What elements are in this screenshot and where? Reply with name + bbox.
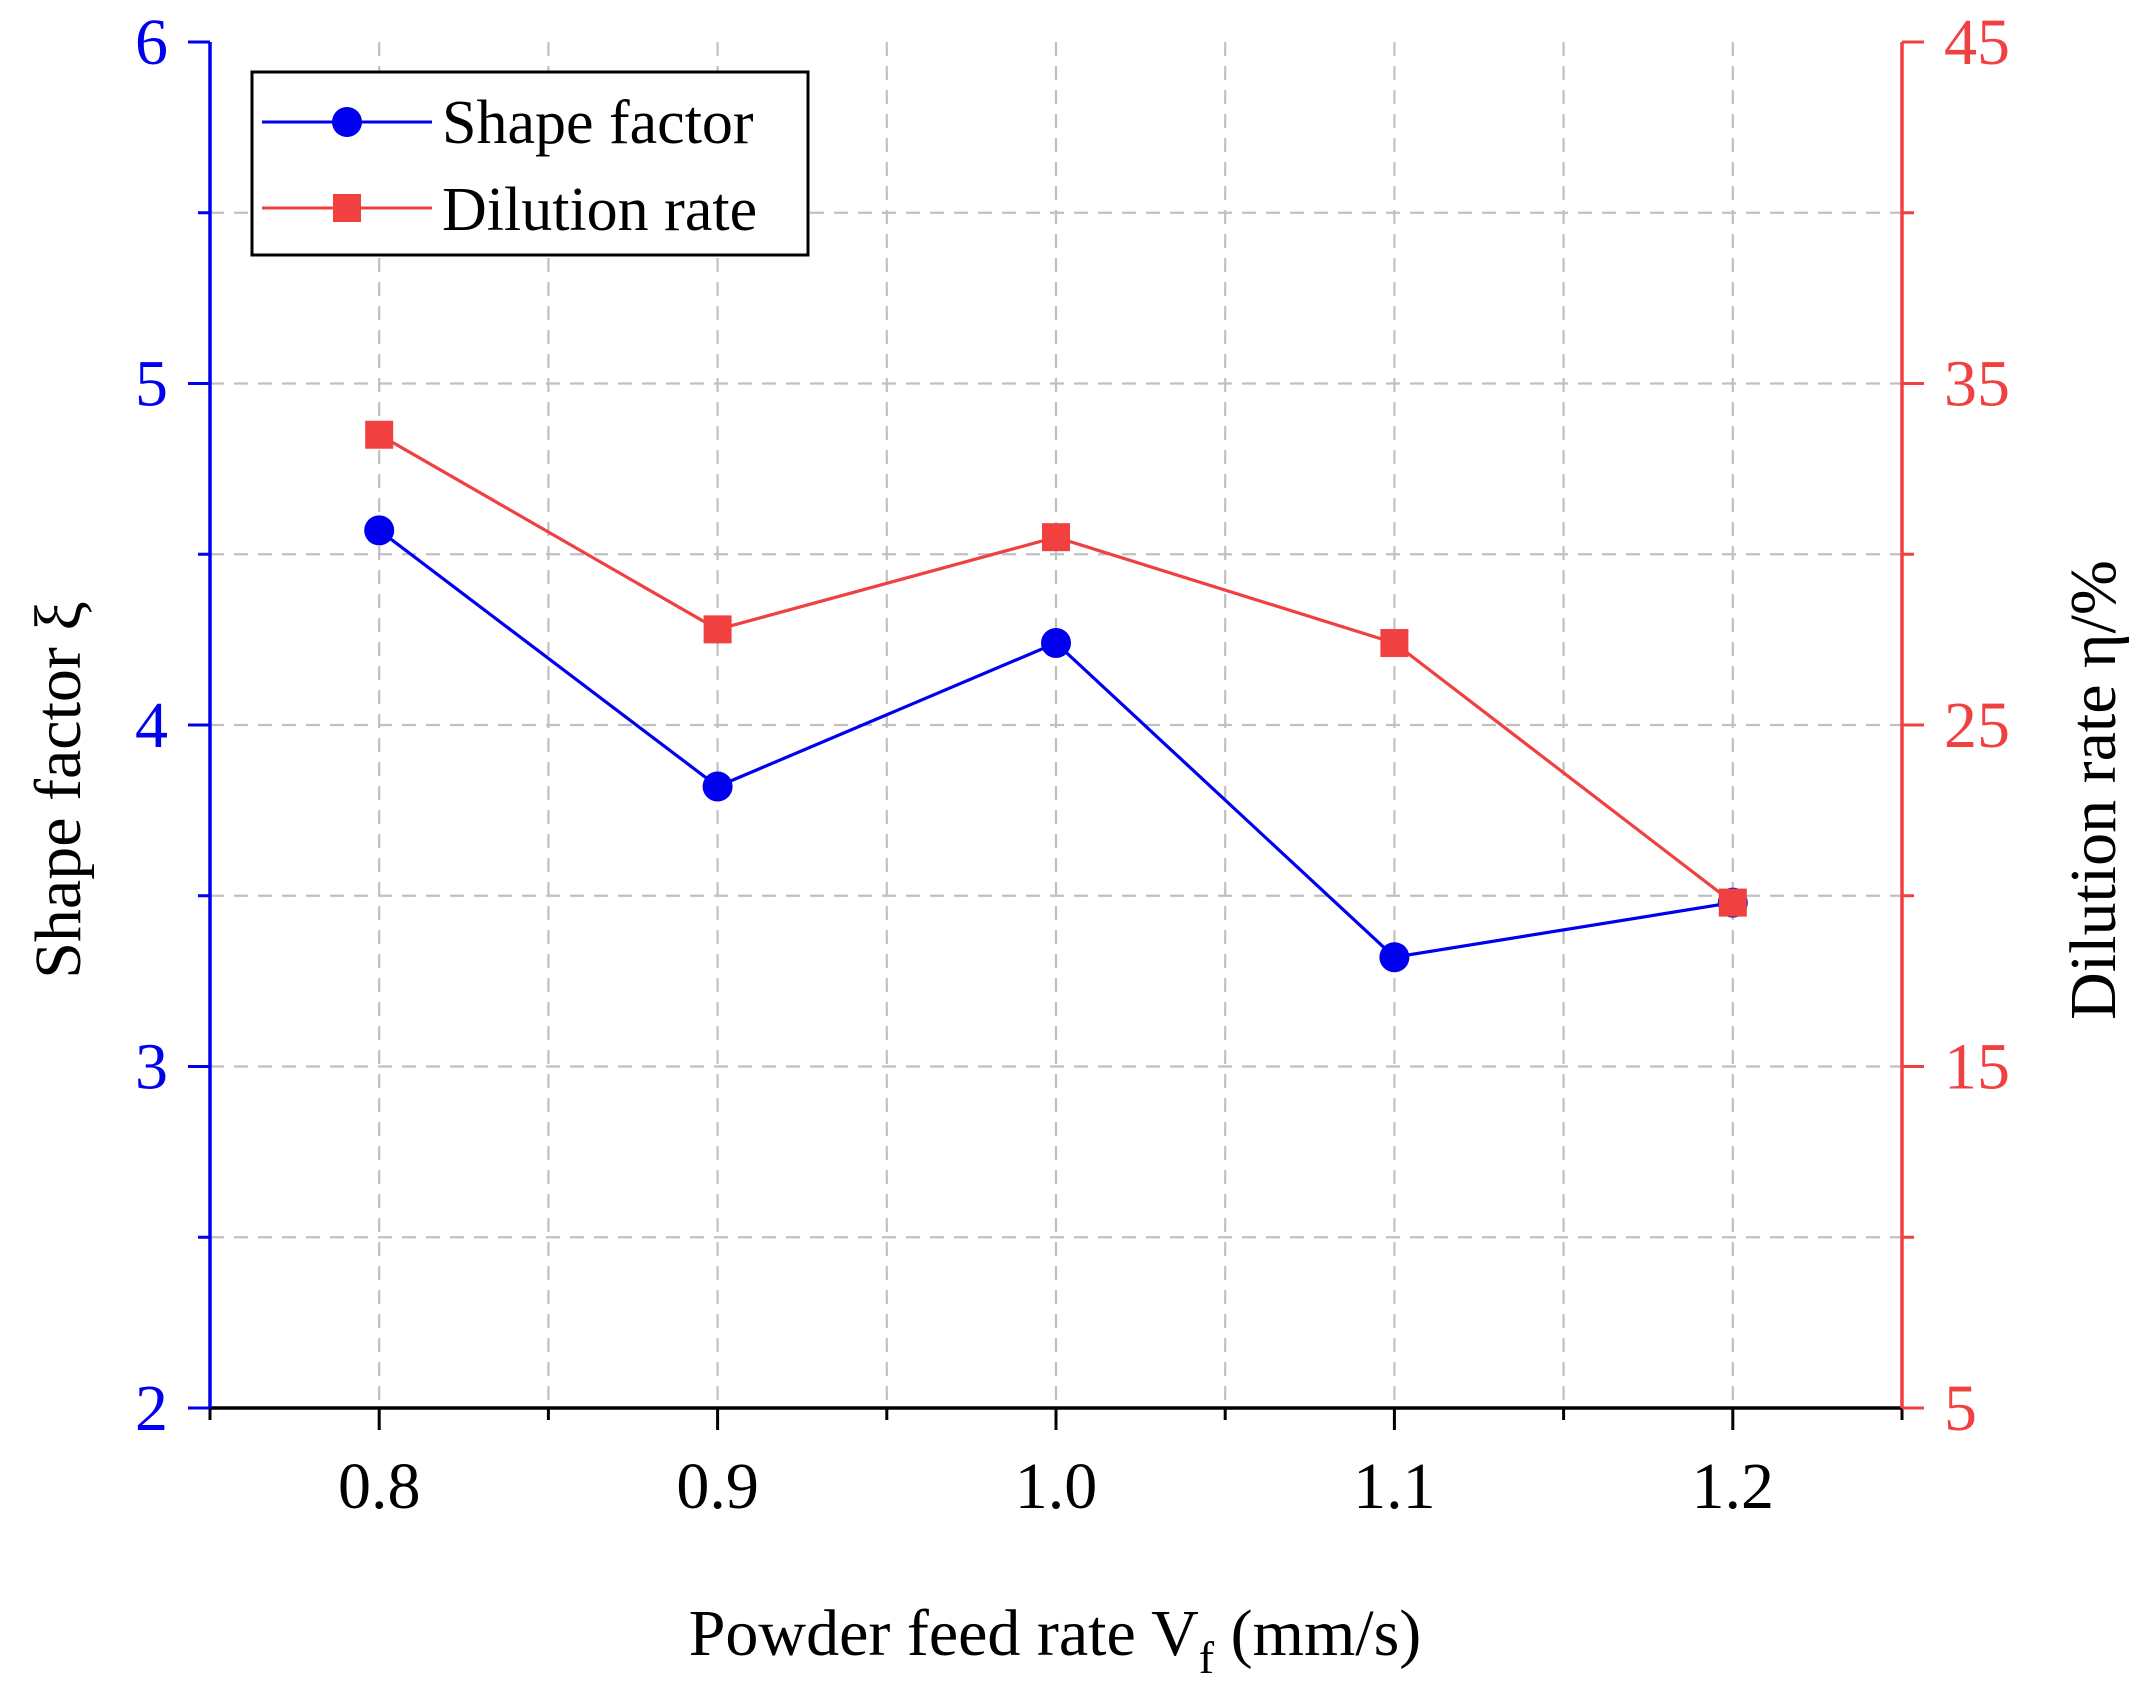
data-point-dilution-rate bbox=[1718, 888, 1747, 917]
legend: Shape factor Dilution rate bbox=[250, 70, 810, 257]
legend-label-dilution-rate: Dilution rate bbox=[442, 176, 757, 244]
y-left-tick-label: 6 bbox=[135, 6, 168, 79]
data-point-dilution-rate bbox=[1380, 629, 1409, 658]
data-point-shape-factor bbox=[1041, 628, 1071, 659]
y-right-tick-label: 15 bbox=[1944, 1031, 2010, 1104]
y-left-tick-label: 4 bbox=[135, 689, 168, 762]
y-left-tick-label: 5 bbox=[135, 348, 168, 421]
x-tick-label: 1.1 bbox=[1353, 1450, 1436, 1523]
x-axis-title: Powder feed rate Vf (mm/s) bbox=[689, 1597, 1422, 1683]
legend-box bbox=[250, 70, 810, 257]
legend-label-shape-factor: Shape factor bbox=[442, 89, 754, 157]
data-point-shape-factor bbox=[1379, 942, 1410, 973]
legend-marker-dilution-rate bbox=[333, 194, 361, 222]
y-right-tick-label: 45 bbox=[1944, 6, 2010, 79]
y-right-axis-title: Dilution rate η/% bbox=[2057, 560, 2130, 1020]
x-axis-title-subscript: f bbox=[1199, 1632, 1215, 1683]
y-left-axis-title: Shape factor ξ bbox=[22, 601, 95, 979]
x-axis-title-unit: (mm/s) bbox=[1214, 1597, 1421, 1670]
data-point-dilution-rate bbox=[365, 420, 394, 449]
data-point-dilution-rate bbox=[1042, 523, 1070, 552]
y-right-tick-label: 35 bbox=[1944, 348, 2010, 421]
x-axis-title-main: Powder feed rate V bbox=[689, 1597, 1199, 1670]
x-tick-label: 1.2 bbox=[1692, 1450, 1775, 1523]
y-right-tick-label: 5 bbox=[1944, 1372, 1977, 1445]
y-left-tick-label: 3 bbox=[135, 1031, 168, 1104]
data-point-dilution-rate bbox=[703, 615, 732, 644]
series-layer bbox=[364, 420, 1748, 973]
y-left-tick-label: 2 bbox=[135, 1372, 168, 1445]
x-tick-label: 0.8 bbox=[338, 1450, 421, 1523]
x-tick-label: 0.9 bbox=[676, 1450, 759, 1523]
legend-marker-shape-factor bbox=[332, 107, 362, 137]
grid bbox=[210, 42, 1902, 1408]
x-tick-label: 1.0 bbox=[1015, 1450, 1098, 1523]
data-point-shape-factor bbox=[702, 771, 733, 802]
data-point-shape-factor bbox=[364, 515, 395, 546]
y-right-tick-label: 25 bbox=[1944, 689, 2010, 762]
